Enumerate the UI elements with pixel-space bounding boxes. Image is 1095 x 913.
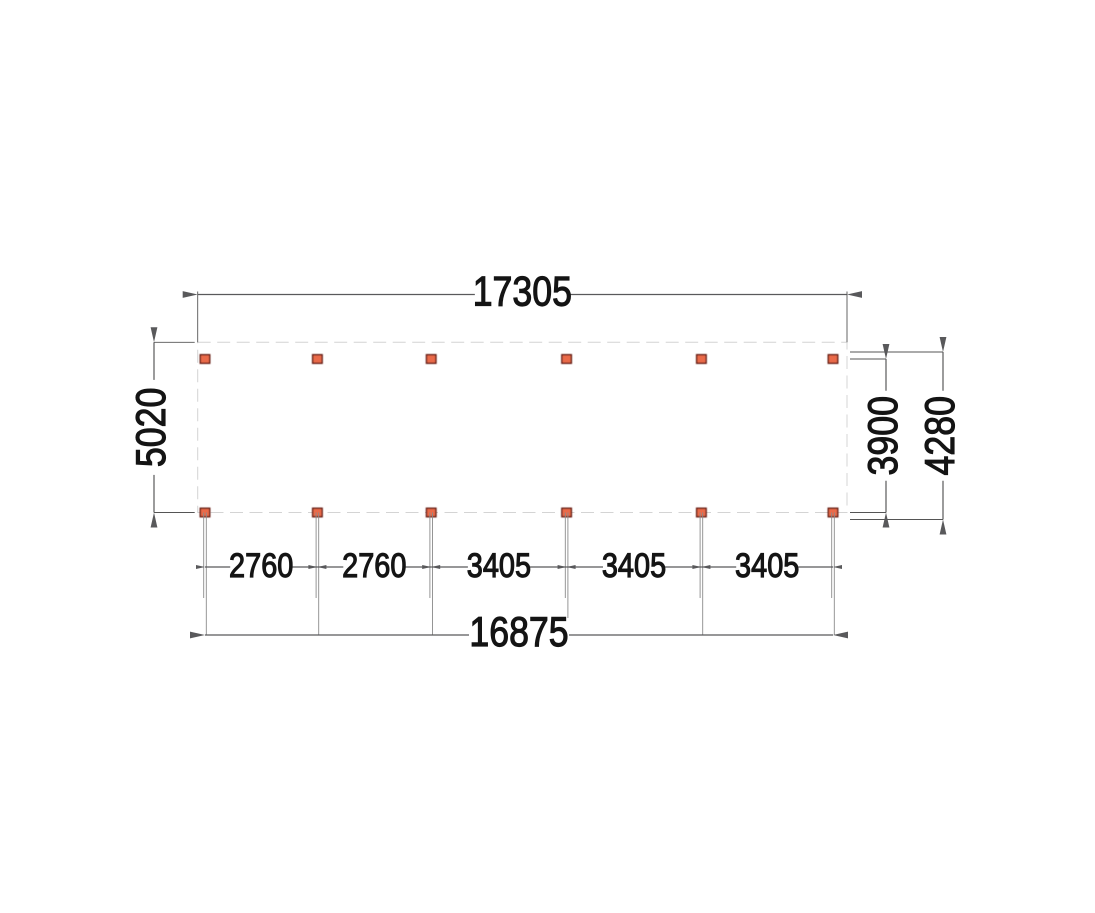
- svg-text:3405: 3405: [735, 546, 799, 585]
- svg-text:3405: 3405: [602, 546, 666, 585]
- svg-text:5020: 5020: [128, 388, 174, 467]
- svg-text:16875: 16875: [469, 609, 568, 655]
- svg-text:2760: 2760: [342, 546, 406, 585]
- svg-text:2760: 2760: [229, 546, 293, 585]
- svg-text:3405: 3405: [467, 546, 531, 585]
- svg-text:4280: 4280: [917, 396, 963, 475]
- svg-text:3900: 3900: [860, 396, 906, 475]
- svg-text:17305: 17305: [473, 269, 572, 315]
